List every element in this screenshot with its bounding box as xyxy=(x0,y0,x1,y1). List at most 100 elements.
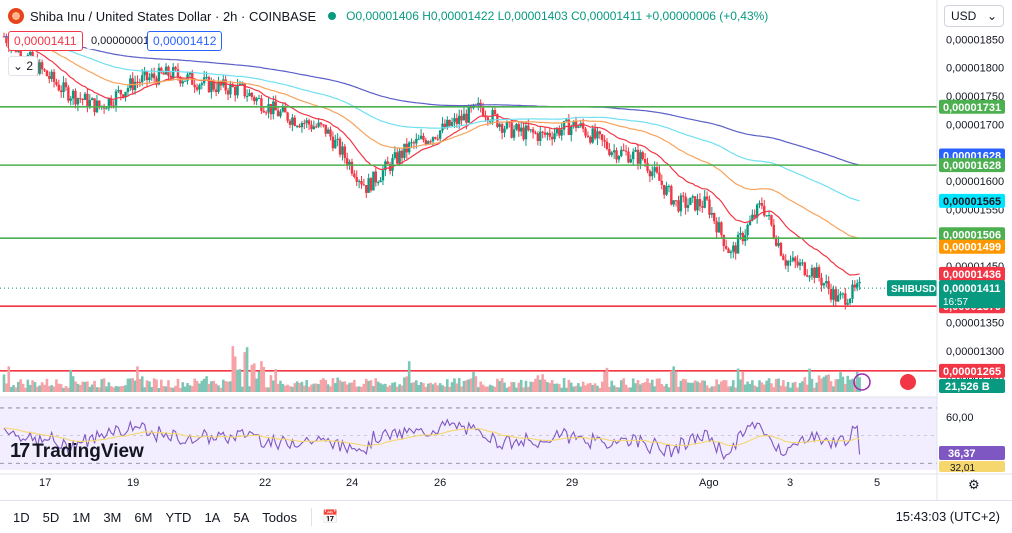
candle-body xyxy=(677,200,680,212)
candle-body xyxy=(610,152,613,155)
candle-body xyxy=(477,102,480,106)
calendar-range-icon[interactable]: 📅 xyxy=(321,509,339,524)
candle-body xyxy=(172,67,175,78)
candle-body xyxy=(767,215,771,217)
candle-body xyxy=(441,123,444,131)
period-6m[interactable]: 6M xyxy=(134,509,153,525)
candle-body xyxy=(303,122,306,124)
candle-body xyxy=(207,77,211,93)
candle-body xyxy=(531,129,535,133)
candle-body xyxy=(198,85,201,90)
volume-bar xyxy=(703,380,706,392)
volume-bar xyxy=(333,383,337,392)
candle-body xyxy=(71,90,75,99)
volume-bar xyxy=(727,386,730,392)
candle-body xyxy=(736,234,740,254)
volume-bar xyxy=(157,387,161,392)
volume-bar xyxy=(698,382,702,392)
candle-body xyxy=(858,281,861,284)
sell-button[interactable]: 0,00001411 xyxy=(8,31,83,51)
candle-body xyxy=(519,127,523,132)
volume-bar xyxy=(786,381,790,392)
volume-bar xyxy=(138,379,142,392)
candle-body xyxy=(369,178,373,191)
candle-body xyxy=(720,222,723,235)
volume-bar xyxy=(660,384,664,392)
volume-bar xyxy=(507,386,511,392)
volume-bar xyxy=(93,380,96,392)
candle-body xyxy=(763,205,766,216)
volume-bar xyxy=(336,377,339,392)
period-all[interactable]: Todos xyxy=(262,509,297,525)
volume-bar xyxy=(829,381,833,392)
volume-bar xyxy=(50,385,53,392)
price-label-text: 0,00001565 xyxy=(943,196,1001,208)
period-5a[interactable]: 5A xyxy=(233,509,250,525)
volume-bar xyxy=(512,382,516,392)
candle-body xyxy=(715,221,718,233)
candle-body xyxy=(786,261,790,266)
candle-body xyxy=(312,126,316,130)
volume-bar xyxy=(310,384,313,392)
period-1a[interactable]: 1A xyxy=(204,509,221,525)
volume-bar xyxy=(345,384,349,392)
last-price-value: 0,00001411 xyxy=(943,283,1001,295)
candle-body xyxy=(553,133,556,140)
volume-bar xyxy=(789,387,792,392)
candle-body xyxy=(98,100,101,108)
volume-bar xyxy=(746,381,749,392)
period-3m[interactable]: 3M xyxy=(103,509,122,525)
period-ytd[interactable]: YTD xyxy=(165,509,192,525)
volume-bar xyxy=(762,384,766,392)
volume-bar xyxy=(140,376,144,392)
candle-body xyxy=(229,84,232,95)
volume-bar xyxy=(603,371,606,392)
volume-bar xyxy=(95,387,99,392)
volume-bar xyxy=(529,381,533,392)
price-chart[interactable]: 0,000018500,000018000,000017500,00001700… xyxy=(0,0,1012,500)
volume-bar xyxy=(403,377,406,392)
volume-bar xyxy=(226,381,230,392)
volume-bar xyxy=(622,378,625,392)
symbol-name[interactable]: Shiba Inu xyxy=(30,8,85,24)
settings-gear-icon[interactable]: ⚙ xyxy=(968,477,980,492)
candle-body xyxy=(434,137,437,139)
candle-body xyxy=(393,152,397,159)
volume-bar xyxy=(62,387,65,392)
candle-body xyxy=(48,76,51,79)
period-1m[interactable]: 1M xyxy=(72,509,91,525)
candle-body xyxy=(679,195,683,212)
candle-body xyxy=(581,123,585,129)
candle-body xyxy=(784,259,787,266)
volume-bar xyxy=(40,382,44,392)
period-5d[interactable]: 5D xyxy=(42,509,60,525)
buy-button[interactable]: 0,00001412 xyxy=(147,31,223,51)
candle-body xyxy=(446,119,449,129)
toolbar-divider xyxy=(310,508,312,526)
candle-body xyxy=(224,79,227,91)
volume-bar xyxy=(517,382,521,392)
candle-body xyxy=(593,128,597,139)
currency-select[interactable]: USD ⌄ xyxy=(944,5,1004,27)
candle-body xyxy=(193,84,196,88)
candle-body xyxy=(157,67,161,85)
volume-bar xyxy=(109,386,113,392)
period-1d[interactable]: 1D xyxy=(13,509,30,525)
volume-bar xyxy=(600,381,604,392)
candle-body xyxy=(779,242,783,256)
volume-bar xyxy=(701,380,704,392)
volume-bar xyxy=(729,386,733,392)
volume-bar xyxy=(684,379,687,392)
rsi-background xyxy=(0,397,937,470)
indicator-toggle[interactable]: ⌄ 2 xyxy=(8,56,38,76)
candle-body xyxy=(772,224,776,238)
candle-body xyxy=(346,158,349,166)
volume-bar xyxy=(777,378,780,392)
volume-bar xyxy=(376,381,380,392)
volume-bar xyxy=(629,387,633,392)
volume-bar xyxy=(105,386,108,392)
candle-body xyxy=(741,232,745,242)
chevron-down-icon: ⌄ xyxy=(986,9,997,23)
candle-body xyxy=(517,124,520,132)
volume-bar xyxy=(579,386,583,392)
